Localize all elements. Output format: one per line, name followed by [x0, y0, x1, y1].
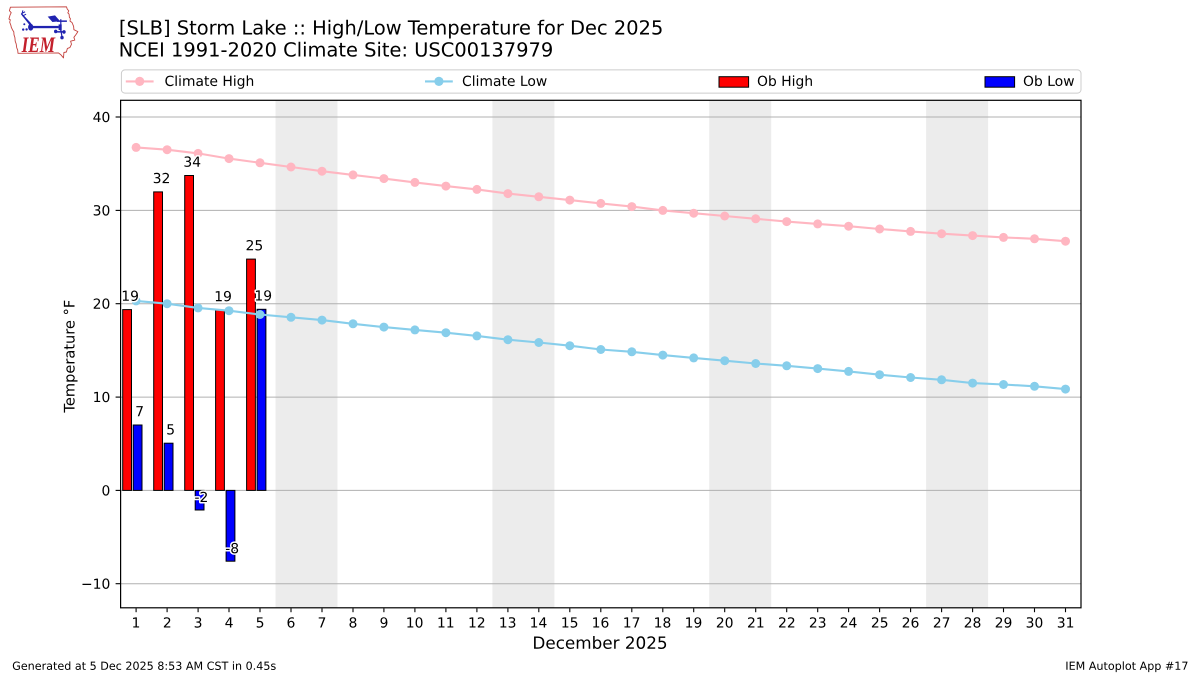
svg-text:IEM: IEM	[21, 32, 56, 57]
